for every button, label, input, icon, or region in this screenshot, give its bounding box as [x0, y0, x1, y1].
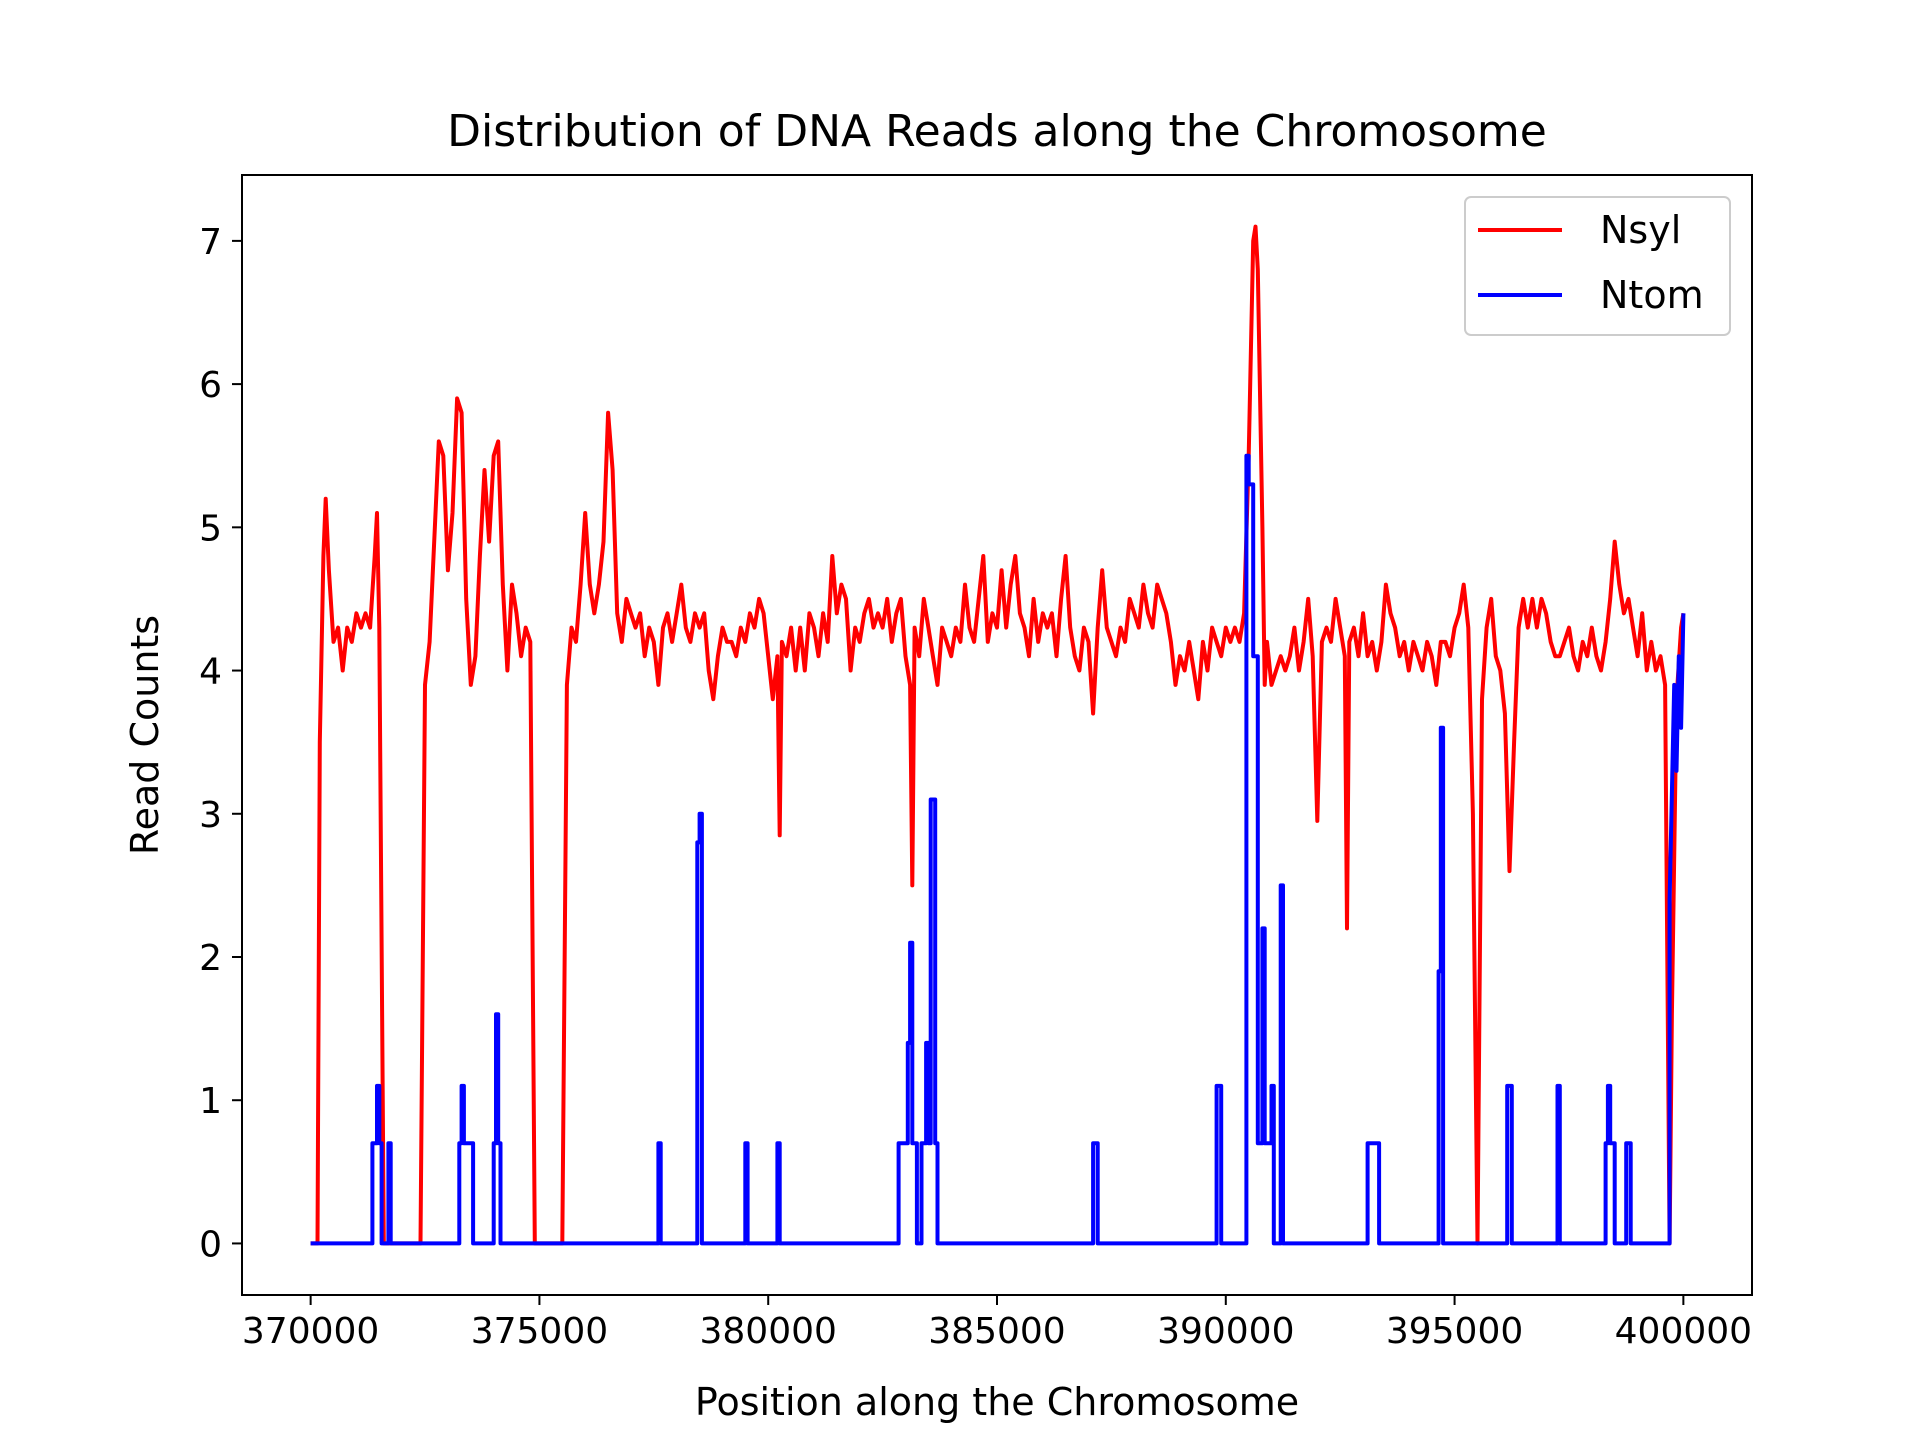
- x-tick-label: 390000: [1157, 1311, 1294, 1352]
- plot-frame: [241, 174, 1753, 1296]
- ticks-layer: 370000 375000 380000 385000 390000 395000 4000…: [199, 222, 1752, 1352]
- y-tick-label: 6: [199, 365, 222, 406]
- x-tick-label: 370000: [242, 1311, 379, 1352]
- y-tick-label: 3: [199, 795, 222, 836]
- y-tick-label: 4: [199, 652, 222, 693]
- y-tick-label: 7: [199, 222, 222, 263]
- legend-label-ntom: Ntom: [1600, 273, 1704, 317]
- y-tick-label: 5: [199, 508, 222, 549]
- chart-title: Distribution of DNA Reads along the Chro…: [447, 106, 1547, 157]
- series-line-ntom: [310, 453, 1686, 1246]
- y-tick-label: 0: [199, 1224, 222, 1265]
- y-axis-label: Read Counts: [123, 615, 167, 855]
- series-line-nsyl: [310, 224, 1686, 1246]
- legend: Nsyl Ntom: [1464, 196, 1731, 336]
- legend-label-nsyl: Nsyl: [1600, 208, 1681, 252]
- x-tick-label: 400000: [1615, 1311, 1752, 1352]
- x-tick-label: 375000: [471, 1311, 608, 1352]
- y-tick-label: 2: [199, 938, 222, 979]
- x-tick-label: 380000: [699, 1311, 836, 1352]
- x-tick-label: 385000: [928, 1311, 1065, 1352]
- x-axis-label: Position along the Chromosome: [695, 1380, 1299, 1424]
- x-tick-label: 395000: [1386, 1311, 1523, 1352]
- y-tick-label: 1: [199, 1081, 222, 1122]
- series-layer: [310, 224, 1686, 1246]
